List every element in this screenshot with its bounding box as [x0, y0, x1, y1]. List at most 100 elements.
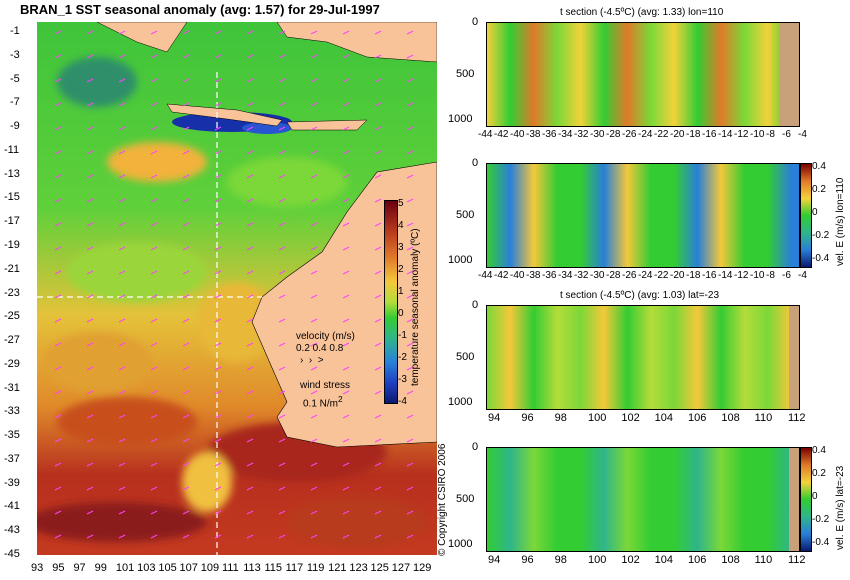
wind-arrow — [374, 342, 382, 347]
wind-arrow — [150, 462, 158, 467]
wind-arrow — [54, 534, 62, 539]
wind-arrow — [246, 318, 254, 323]
wind-arrow — [342, 174, 350, 179]
map-lon-tick: 95 — [52, 562, 65, 574]
wind-arrow — [278, 438, 286, 443]
panel-x-tick: -32 — [574, 270, 589, 281]
wind-arrow — [86, 78, 94, 83]
wind-arrow — [118, 174, 126, 179]
section-plot-3 — [486, 447, 800, 552]
wind-arrow — [246, 54, 254, 59]
wind-arrow — [278, 222, 286, 227]
wind-arrow — [182, 510, 190, 515]
wind-arrow — [150, 78, 158, 83]
panel-land — [779, 23, 799, 126]
wind-arrow — [406, 510, 414, 515]
map-colorbar-label: temperature seasonal anomaly (ºC) — [410, 228, 421, 386]
sst-map-plot — [37, 22, 437, 555]
panel-x-tick: 112 — [788, 412, 806, 424]
wind-arrow — [406, 414, 414, 419]
wind-arrow — [86, 102, 94, 107]
wind-arrow — [86, 534, 94, 539]
wind-arrow — [118, 270, 126, 275]
velocity-legend-arrows: › › > — [300, 355, 324, 366]
wind-arrow — [182, 366, 190, 371]
panel-x-tick: -30 — [590, 129, 605, 140]
panel-x-tick: -34 — [558, 270, 573, 281]
wind-arrow — [342, 462, 350, 467]
wind-arrow — [278, 534, 286, 539]
panel-x-tick: 100 — [588, 412, 607, 424]
wind-arrow — [150, 318, 158, 323]
map-lat-tick: -27 — [4, 334, 20, 347]
wind-arrow — [246, 462, 254, 467]
panel-colorbar-tick: -0.2 — [812, 230, 830, 241]
wind-arrow — [278, 174, 286, 179]
wind-arrow — [86, 414, 94, 419]
panel-x-tick: -44 — [478, 129, 493, 140]
wind-arrow — [406, 294, 414, 299]
wind-arrow — [374, 174, 382, 179]
wind-arrow — [118, 510, 126, 515]
wind-arrow — [406, 270, 414, 275]
wind-arrow — [182, 342, 190, 347]
map-lon-tick: 101 — [115, 562, 135, 574]
map-colorbar-tick: 3 — [398, 242, 404, 253]
panel-colorbar-tick: 0 — [812, 491, 818, 502]
wind-arrow — [246, 30, 254, 35]
panel-x-tick: 94 — [488, 412, 501, 424]
wind-legend-scale: 0.1 N/m2 — [303, 394, 343, 410]
wind-arrow — [278, 294, 286, 299]
wind-arrow — [406, 366, 414, 371]
wind-arrow — [406, 78, 414, 83]
wind-arrow — [310, 294, 318, 299]
wind-arrow — [214, 222, 222, 227]
panel-x-tick: -26 — [622, 270, 637, 281]
wind-arrow — [214, 534, 222, 539]
wind-arrow — [54, 150, 62, 155]
panel-y-tick: 0 — [472, 441, 479, 453]
wind-arrow — [182, 222, 190, 227]
panel-x-tick: -34 — [558, 129, 573, 140]
map-lat-tick: -21 — [4, 262, 20, 275]
panel-x-tick: -6 — [782, 270, 791, 281]
wind-arrow — [150, 222, 158, 227]
wind-arrow — [342, 390, 350, 395]
map-lon-tick: 121 — [328, 562, 347, 574]
wind-arrow — [182, 486, 190, 491]
wind-arrow — [118, 462, 126, 467]
wind-arrow — [278, 78, 286, 83]
panel-x-tick: 108 — [721, 412, 740, 424]
wind-arrow — [310, 438, 318, 443]
wind-arrow — [406, 102, 414, 107]
map-colorbar — [384, 200, 398, 404]
wind-arrow — [246, 510, 254, 515]
wind-arrow — [182, 318, 190, 323]
velocity-legend-scale: 0.2 0.4 0.8 — [296, 343, 344, 354]
wind-arrow — [246, 414, 254, 419]
panel-x-tick: 106 — [688, 412, 707, 424]
wind-arrow — [278, 342, 286, 347]
map-colorbar-tick: -3 — [398, 374, 407, 385]
wind-arrow — [406, 534, 414, 539]
wind-arrow — [150, 342, 158, 347]
wind-arrow — [342, 54, 350, 59]
wind-arrow — [86, 174, 94, 179]
map-colorbar-tick: 2 — [398, 264, 404, 275]
wind-arrow — [118, 534, 126, 539]
wind-arrow — [86, 294, 94, 299]
wind-arrow — [54, 270, 62, 275]
map-lat-tick: -13 — [4, 167, 20, 180]
wind-arrow — [374, 438, 382, 443]
wind-arrow — [278, 462, 286, 467]
wind-arrow — [342, 246, 350, 251]
map-lon-tick: 111 — [222, 562, 239, 574]
wind-arrow — [118, 438, 126, 443]
wind-arrow — [342, 150, 350, 155]
wind-arrow — [278, 390, 286, 395]
wind-arrow — [214, 150, 222, 155]
wind-arrow — [246, 78, 254, 83]
panel-colorbar-tick: 0.4 — [812, 161, 826, 172]
wind-arrow — [214, 414, 222, 419]
map-lon-tick: 115 — [264, 562, 282, 574]
